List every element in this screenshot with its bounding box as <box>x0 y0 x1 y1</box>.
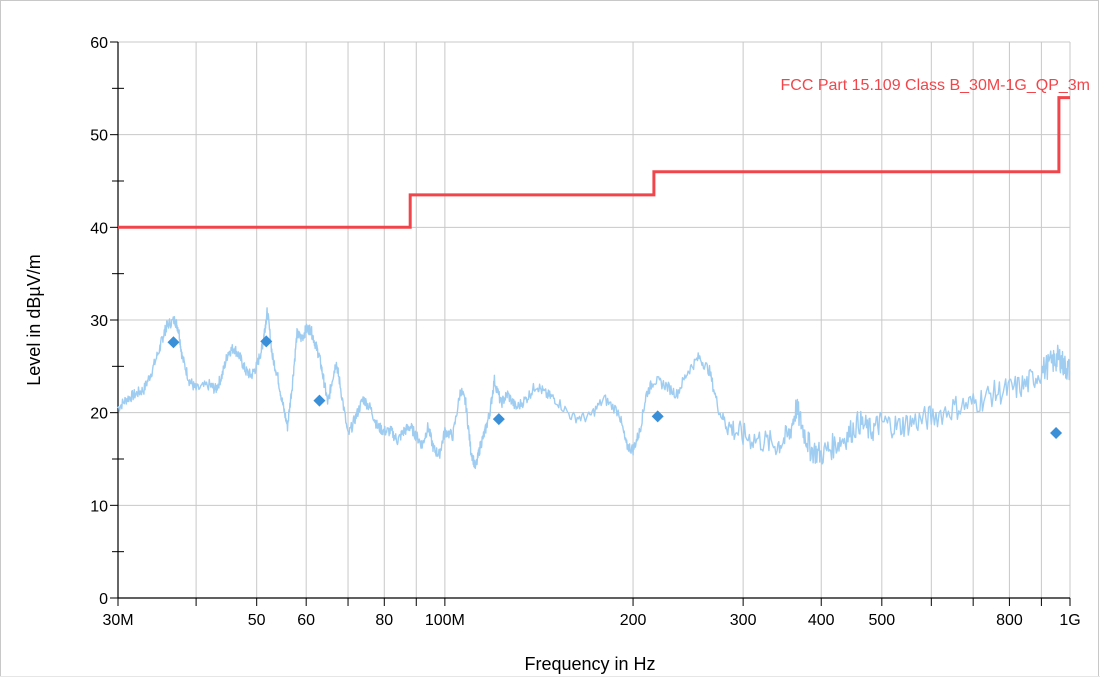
x-tick-label: 200 <box>620 612 647 629</box>
y-tick-label: 50 <box>90 128 108 145</box>
y-tick-label: 20 <box>90 406 108 423</box>
final-marker-diamond <box>492 413 505 426</box>
x-tick-label: 80 <box>375 612 393 629</box>
axis-ticks: 30M 50 60 80 100M 200 300 400 500 800 1G 0 10 20 30 40 5… <box>90 35 1080 629</box>
scan-trace <box>117 307 1071 470</box>
x-tick-label: 800 <box>996 612 1023 629</box>
y-axis-title: Level in dBµV/m <box>24 254 44 385</box>
limit-series-label: FCC Part 15.109 Class B_30M-1G_QP_3m <box>781 77 1090 94</box>
limit-line <box>118 96 1070 229</box>
grid-lines <box>118 41 1071 598</box>
y-tick-label: 0 <box>99 591 108 608</box>
x-tick-label: 400 <box>808 612 835 629</box>
y-tick-label: 10 <box>90 498 108 515</box>
final-marker-diamond <box>651 410 664 423</box>
frame-left-edge <box>0 0 1 677</box>
final-marker-diamond <box>260 335 273 348</box>
x-tick-label: 500 <box>868 612 895 629</box>
y-tick-label: 30 <box>90 313 108 330</box>
x-tick-label: 30M <box>102 612 133 629</box>
x-tick-label: 100M <box>425 612 465 629</box>
final-marker-diamond <box>167 336 180 349</box>
final-markers <box>167 335 1063 440</box>
x-axis-title: Frequency in Hz <box>524 654 655 674</box>
limit-step-line <box>118 96 1070 229</box>
final-marker-diamond <box>313 394 326 407</box>
scan-trace-line <box>117 307 1071 470</box>
x-tick-label: 1G <box>1059 612 1080 629</box>
y-tick-label: 60 <box>90 35 108 52</box>
y-tick-label: 40 <box>90 220 108 237</box>
x-tick-label: 300 <box>730 612 757 629</box>
final-marker-diamond <box>1050 427 1063 440</box>
x-tick-label: 60 <box>297 612 315 629</box>
x-tick-label: 50 <box>248 612 266 629</box>
